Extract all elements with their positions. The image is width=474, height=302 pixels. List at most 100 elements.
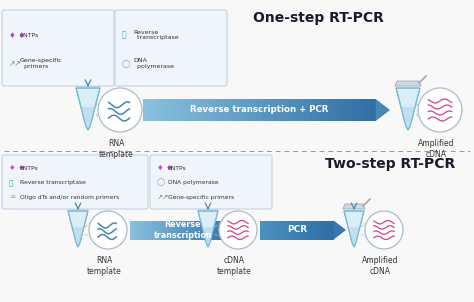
Text: cDNA
template: cDNA template (217, 256, 251, 276)
Bar (198, 220, 201, 239)
Bar (144, 220, 146, 239)
Bar (358, 99, 364, 121)
Text: ♦ ♦: ♦ ♦ (9, 31, 25, 40)
Bar (149, 220, 152, 239)
Bar (161, 99, 167, 121)
Text: RNA
template: RNA template (87, 256, 121, 276)
Bar (274, 99, 280, 121)
Bar (265, 220, 267, 239)
FancyBboxPatch shape (115, 10, 227, 86)
Circle shape (365, 211, 403, 249)
Bar (275, 220, 277, 239)
Polygon shape (376, 99, 390, 121)
Bar (195, 220, 198, 239)
Polygon shape (73, 227, 83, 247)
Bar (220, 99, 227, 121)
Bar (245, 99, 250, 121)
Bar (303, 220, 305, 239)
Bar (173, 220, 176, 239)
Text: ↗↗: ↗↗ (157, 194, 169, 200)
Bar (233, 99, 238, 121)
Bar (165, 220, 168, 239)
Bar (280, 99, 286, 121)
Bar (185, 99, 191, 121)
Bar (130, 220, 133, 239)
Bar (328, 99, 334, 121)
Bar (168, 220, 171, 239)
Bar (320, 220, 322, 239)
Bar (138, 220, 141, 239)
Bar (211, 220, 214, 239)
Circle shape (89, 211, 127, 249)
Bar (316, 99, 322, 121)
Bar (364, 99, 370, 121)
Bar (346, 99, 352, 121)
Bar (141, 220, 144, 239)
Bar (184, 220, 187, 239)
Bar (136, 220, 138, 239)
Text: Reverse transcription + PCR: Reverse transcription + PCR (190, 105, 328, 114)
Bar (264, 220, 265, 239)
Bar (201, 220, 203, 239)
Bar (262, 99, 268, 121)
Bar (262, 220, 264, 239)
Bar (311, 220, 313, 239)
Bar (310, 99, 316, 121)
Bar (230, 220, 233, 239)
Bar (288, 220, 290, 239)
Bar (143, 99, 149, 121)
Text: Amplified
cDNA: Amplified cDNA (362, 256, 398, 276)
Polygon shape (68, 211, 88, 247)
Polygon shape (344, 211, 364, 247)
Text: ↗↗: ↗↗ (9, 59, 22, 68)
Bar (330, 220, 332, 239)
Bar (256, 99, 262, 121)
Bar (319, 220, 320, 239)
Bar (271, 220, 273, 239)
Text: RNA
template: RNA template (99, 139, 133, 159)
Text: Amplified
cDNA: Amplified cDNA (418, 139, 454, 159)
Bar (227, 99, 233, 121)
Bar (197, 99, 203, 121)
Text: ◯: ◯ (157, 179, 165, 186)
Bar (298, 99, 304, 121)
Bar (209, 220, 211, 239)
Bar (160, 220, 163, 239)
Polygon shape (76, 88, 100, 130)
Bar (305, 220, 307, 239)
Text: Reverse
transcription: Reverse transcription (154, 220, 212, 240)
Bar (281, 220, 283, 239)
Bar (190, 220, 192, 239)
Bar (313, 220, 315, 239)
Bar (171, 220, 173, 239)
Bar (176, 220, 179, 239)
Bar (370, 99, 376, 121)
Bar (294, 220, 296, 239)
Bar (133, 220, 136, 239)
Text: Gene-specific primers: Gene-specific primers (168, 194, 234, 200)
Bar (228, 220, 230, 239)
Bar (222, 220, 225, 239)
Bar (152, 220, 155, 239)
Polygon shape (82, 107, 95, 130)
Bar (191, 99, 197, 121)
Bar (225, 220, 228, 239)
Bar (179, 220, 182, 239)
Bar (322, 99, 328, 121)
Bar (298, 220, 300, 239)
Circle shape (418, 88, 462, 132)
Text: PCR: PCR (287, 226, 307, 234)
Bar (163, 220, 165, 239)
Text: Gene-specific
  primers: Gene-specific primers (20, 59, 63, 69)
FancyBboxPatch shape (150, 155, 272, 209)
Text: ♦ ♦: ♦ ♦ (9, 165, 25, 172)
Bar (286, 99, 292, 121)
Bar (317, 220, 319, 239)
Bar (250, 99, 256, 121)
Polygon shape (334, 220, 346, 239)
Text: Oligo dTs and/or random primers: Oligo dTs and/or random primers (20, 194, 119, 200)
Bar (286, 220, 288, 239)
Bar (260, 220, 262, 239)
Text: Reverse
  transcriptase: Reverse transcriptase (133, 30, 179, 40)
Bar (296, 220, 298, 239)
